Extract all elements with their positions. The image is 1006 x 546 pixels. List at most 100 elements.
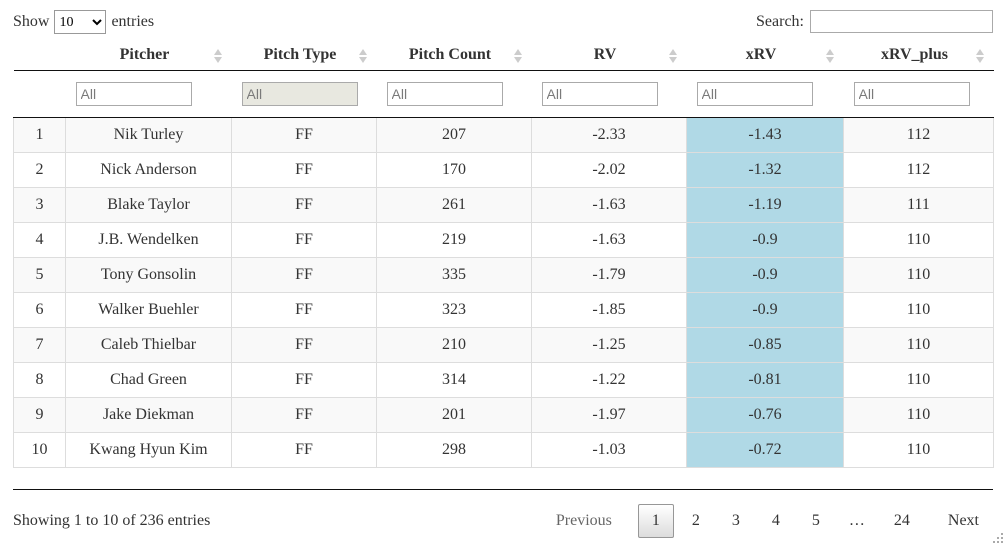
table-row: 9 Jake Diekman FF 201 -1.97 -0.76 110: [13, 396, 994, 433]
column-header-pitcher[interactable]: Pitcher: [65, 42, 232, 71]
show-label: Show: [13, 13, 50, 30]
table-row: 1 Nik Turley FF 207 -2.33 -1.43 112: [13, 116, 994, 153]
column-header-pitch-type[interactable]: Pitch Type: [231, 42, 377, 71]
cell-xrv: -0.9: [686, 256, 844, 293]
cell-xrv-plus: 111: [843, 186, 994, 223]
cell-pitch-count: 261: [376, 186, 532, 223]
cell-pitch-type: FF: [231, 221, 377, 258]
search-input[interactable]: [810, 10, 993, 33]
cell-xrv-plus: 110: [843, 256, 994, 293]
cell-rv: -2.33: [531, 116, 687, 153]
pagination-page-5[interactable]: 5: [811, 511, 820, 529]
resize-grip: [993, 533, 1003, 543]
cell-pitcher: Nik Turley: [65, 116, 232, 153]
pagination-page-4[interactable]: 4: [771, 511, 780, 529]
sort-icon: [825, 48, 835, 63]
table-row: 10 Kwang Hyun Kim FF 298 -1.03 -0.72 110: [13, 431, 994, 468]
filter-input-pitch-count[interactable]: [386, 81, 503, 106]
entries-select[interactable]: 10: [54, 10, 107, 34]
cell-xrv-plus: 110: [843, 221, 994, 258]
cell-pitch-type: FF: [231, 361, 377, 398]
cell-pitch-type: FF: [231, 256, 377, 293]
cell-pitch-type: FF: [231, 326, 377, 363]
sort-icon: [975, 48, 985, 63]
column-header-pitch-count[interactable]: Pitch Count: [376, 42, 532, 71]
column-label: xRV_plus: [880, 46, 948, 64]
table-row: 8 Chad Green FF 314 -1.22 -0.81 110: [13, 361, 994, 398]
row-index: 5: [13, 256, 66, 293]
column-label: xRV: [745, 46, 777, 64]
cell-xrv-plus: 110: [843, 361, 994, 398]
pagination-next[interactable]: Next: [947, 511, 979, 529]
pagination-page-24[interactable]: 24: [893, 511, 910, 529]
cell-pitch-count: 323: [376, 291, 532, 328]
table-row: 2 Nick Anderson FF 170 -2.02 -1.32 112: [13, 151, 994, 188]
cell-pitcher: J.B. Wendelken: [65, 221, 232, 258]
pagination-ellipsis: …: [848, 511, 865, 529]
cell-pitch-count: 335: [376, 256, 532, 293]
row-index: 3: [13, 186, 66, 223]
cell-pitcher: Chad Green: [65, 361, 232, 398]
pagination-page-1[interactable]: 1: [637, 503, 674, 538]
search-control: Search:: [756, 10, 993, 33]
sort-icon: [668, 48, 678, 63]
cell-pitch-count: 201: [376, 396, 532, 433]
column-label: Pitch Count: [408, 46, 492, 64]
cell-rv: -1.97: [531, 396, 687, 433]
cell-pitch-type: FF: [231, 431, 377, 468]
filter-input-pitch-type[interactable]: [241, 81, 358, 106]
cell-pitcher: Blake Taylor: [65, 186, 232, 223]
cell-xrv: -1.43: [686, 116, 844, 153]
table-row: 4 J.B. Wendelken FF 219 -1.63 -0.9 110: [13, 221, 994, 258]
cell-pitch-count: 314: [376, 361, 532, 398]
cell-rv: -1.63: [531, 221, 687, 258]
cell-xrv: -0.85: [686, 326, 844, 363]
pagination-page-3[interactable]: 3: [731, 511, 740, 529]
cell-pitch-count: 207: [376, 116, 532, 153]
cell-pitcher: Walker Buehler: [65, 291, 232, 328]
row-index: 1: [13, 116, 66, 153]
entries-length-control: Show 10 entries: [5, 10, 154, 34]
cell-rv: -1.25: [531, 326, 687, 363]
cell-rv: -1.63: [531, 186, 687, 223]
cell-xrv-plus: 112: [843, 116, 994, 153]
cell-xrv: -0.81: [686, 361, 844, 398]
cell-rv: -1.03: [531, 431, 687, 468]
cell-pitch-count: 170: [376, 151, 532, 188]
cell-xrv: -0.9: [686, 291, 844, 328]
filter-row: [13, 70, 994, 118]
cell-pitcher: Tony Gonsolin: [65, 256, 232, 293]
cell-rv: -1.79: [531, 256, 687, 293]
table-footer: Showing 1 to 10 of 236 entries Previous …: [13, 490, 993, 538]
pagination-previous[interactable]: Previous: [555, 511, 612, 529]
cell-pitch-type: FF: [231, 116, 377, 153]
filter-input-xrv-plus[interactable]: [853, 81, 970, 106]
cell-xrv-plus: 110: [843, 396, 994, 433]
cell-xrv: -0.9: [686, 221, 844, 258]
search-label: Search:: [756, 12, 804, 30]
table-row: 7 Caleb Thielbar FF 210 -1.25 -0.85 110: [13, 326, 994, 363]
column-header-rv[interactable]: RV: [531, 42, 687, 71]
row-index: 4: [13, 221, 66, 258]
cell-pitcher: Caleb Thielbar: [65, 326, 232, 363]
cell-pitch-count: 219: [376, 221, 532, 258]
pagination-page-2[interactable]: 2: [691, 511, 700, 529]
row-index: 9: [13, 396, 66, 433]
column-header-xrv[interactable]: xRV: [686, 42, 844, 71]
cell-xrv-plus: 112: [843, 151, 994, 188]
cell-xrv: -0.76: [686, 396, 844, 433]
column-header-xrv-plus[interactable]: xRV_plus: [843, 42, 994, 71]
scroll-body-gap: [13, 468, 993, 490]
filter-input-pitcher[interactable]: [75, 81, 192, 106]
row-index: 2: [13, 151, 66, 188]
pagination: Previous 1 2 3 4 5 … 24 Next: [538, 503, 993, 538]
cell-rv: -2.02: [531, 151, 687, 188]
filter-input-rv[interactable]: [541, 81, 658, 106]
cell-pitch-type: FF: [231, 396, 377, 433]
cell-xrv: -1.32: [686, 151, 844, 188]
filter-cell-index: [13, 70, 66, 118]
filter-input-xrv[interactable]: [696, 81, 813, 106]
entries-info: Showing 1 to 10 of 236 entries: [13, 511, 211, 529]
cell-pitch-type: FF: [231, 291, 377, 328]
table-row: 3 Blake Taylor FF 261 -1.63 -1.19 111: [13, 186, 994, 223]
